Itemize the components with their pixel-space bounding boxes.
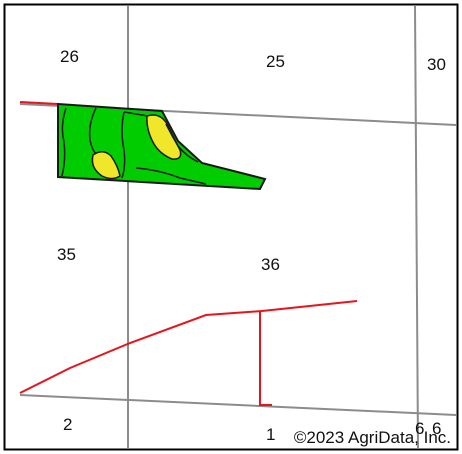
section-label-2: 2: [63, 415, 72, 434]
field-zone-lines: [61, 107, 207, 185]
section-label-35: 35: [57, 245, 76, 264]
section-label-25: 25: [266, 52, 285, 71]
section-label-1: 1: [266, 425, 275, 444]
road-spur-south: [259, 312, 272, 406]
roads: [19, 101, 358, 406]
road-segment-north: [19, 101, 59, 105]
section-label-36: 36: [261, 255, 280, 274]
map-frame: [3, 3, 459, 451]
field-yellow-zone-north[interactable]: [146, 114, 182, 160]
section-line-vertical-east: [414, 5, 419, 449]
road-diagonal: [19, 300, 358, 394]
section-label-6b: 6: [432, 419, 441, 438]
copyright-text: ©2023 AgriData, Inc.: [294, 428, 451, 447]
section-label-6a: 6: [415, 419, 424, 438]
section-line-horizontal-south: [19, 394, 457, 416]
section-label-26: 26: [60, 47, 79, 66]
field-yellow-zone-south[interactable]: [91, 151, 121, 180]
section-label-30: 30: [427, 55, 446, 74]
field-boundary[interactable]: [57, 102, 267, 191]
